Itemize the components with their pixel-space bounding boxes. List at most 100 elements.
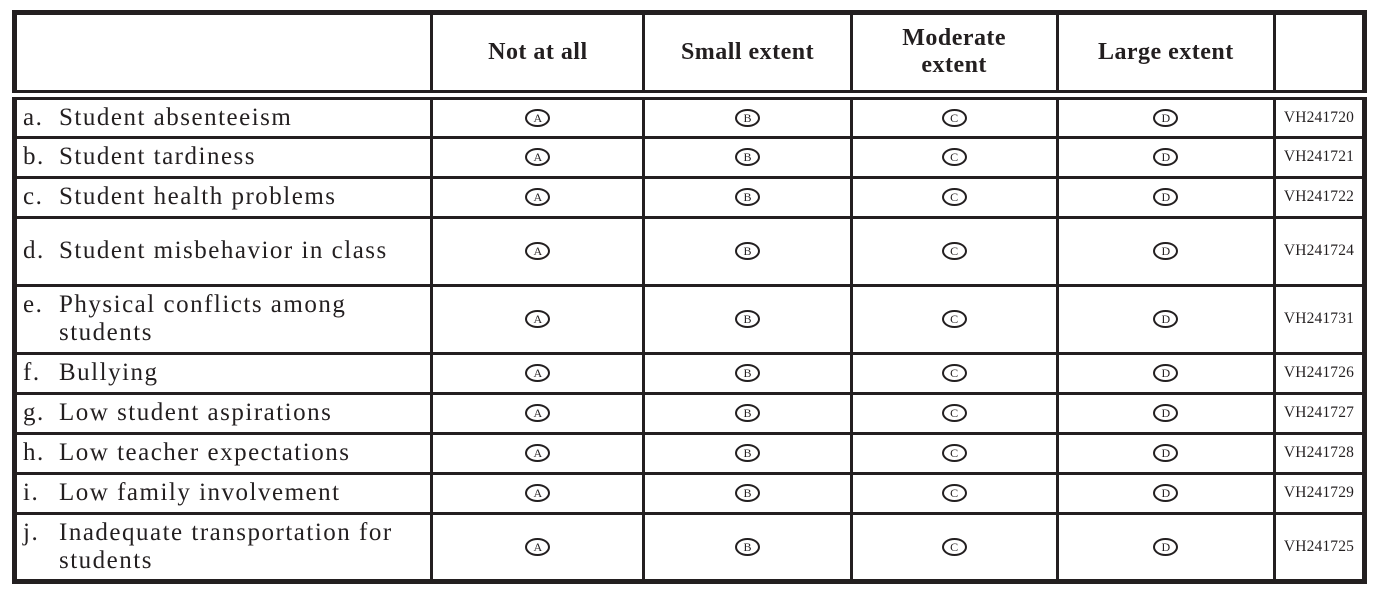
item-cell: a. Student absenteeism	[12, 93, 434, 139]
answer-bubble-d[interactable]: D	[1153, 404, 1179, 422]
item-letter: h.	[23, 439, 45, 466]
answer-bubble-a[interactable]: A	[525, 108, 551, 127]
answer-bubble-c[interactable]: C	[941, 484, 967, 502]
item-code: VH241722	[1272, 175, 1367, 219]
item-text: Student health problems	[59, 183, 337, 210]
answer-bubble-b[interactable]: B	[735, 484, 761, 502]
answer-bubble-a[interactable]: A	[525, 537, 551, 556]
answer-bubble-c[interactable]: C	[941, 364, 967, 382]
header-label: Large extent	[1097, 38, 1234, 65]
header-large-extent: Large extent	[1055, 11, 1276, 100]
option-cell-not-at-all: A	[430, 135, 646, 179]
header-not-at-all: Not at all	[430, 11, 646, 100]
item-cell: g. Low student aspirations	[12, 391, 434, 435]
answer-bubble-d[interactable]: D	[1153, 188, 1179, 206]
answer-bubble-c[interactable]: C	[941, 310, 967, 328]
option-cell-small-extent: B	[642, 283, 853, 355]
option-cell-not-at-all: A	[430, 215, 646, 287]
answer-bubble-a[interactable]: A	[525, 404, 551, 422]
option-cell-small-extent: B	[642, 93, 853, 139]
option-cell-small-extent: B	[642, 351, 853, 395]
answer-bubble-a[interactable]: A	[525, 444, 551, 462]
answer-bubble-b[interactable]: B	[735, 108, 761, 127]
item-code: VH241721	[1272, 135, 1367, 179]
survey-matrix-table: Not at all Small extent Moderate extent …	[12, 10, 1367, 584]
option-cell-large-extent: D	[1055, 175, 1276, 219]
answer-bubble-a[interactable]: A	[525, 310, 551, 328]
answer-bubble-b[interactable]: B	[735, 404, 761, 422]
answer-bubble-c[interactable]: C	[941, 404, 967, 422]
option-cell-small-extent: B	[642, 431, 853, 475]
answer-bubble-c[interactable]: C	[941, 108, 967, 127]
option-cell-moderate-extent: C	[849, 511, 1059, 583]
item-letter: e.	[23, 291, 44, 318]
option-cell-moderate-extent: C	[849, 93, 1059, 139]
option-cell-small-extent: B	[642, 391, 853, 435]
answer-bubble-b[interactable]: B	[735, 364, 761, 382]
answer-bubble-b[interactable]: B	[735, 537, 761, 556]
table-row-g: g. Low student aspirations A B C D VH241…	[12, 391, 1367, 435]
option-cell-large-extent: D	[1055, 135, 1276, 179]
header-code-column-blank	[1272, 11, 1367, 100]
option-cell-large-extent: D	[1055, 283, 1276, 355]
answer-bubble-d[interactable]: D	[1153, 148, 1179, 166]
item-text: Physical conflicts among students	[59, 291, 347, 346]
item-text: Low family involvement	[59, 479, 341, 506]
answer-bubble-d[interactable]: D	[1153, 310, 1179, 328]
answer-bubble-a[interactable]: A	[525, 148, 551, 166]
answer-bubble-b[interactable]: B	[735, 242, 761, 260]
header-moderate-extent: Moderate extent	[849, 11, 1059, 100]
answer-bubble-a[interactable]: A	[525, 484, 551, 502]
answer-bubble-c[interactable]: C	[941, 188, 967, 206]
option-cell-large-extent: D	[1055, 215, 1276, 287]
item-code: VH241720	[1272, 93, 1367, 139]
item-cell: h. Low teacher expectations	[12, 431, 434, 475]
table-row-a: a. Student absenteeism A B C D VH241720	[12, 93, 1367, 139]
table-row-f: f. Bullying A B C D VH241726	[12, 351, 1367, 395]
answer-bubble-d[interactable]: D	[1153, 242, 1179, 260]
table-row-c: c. Student health problems A B C D VH241…	[12, 175, 1367, 219]
answer-bubble-a[interactable]: A	[525, 188, 551, 206]
item-cell: f. Bullying	[12, 351, 434, 395]
item-code: VH241731	[1272, 283, 1367, 355]
answer-bubble-b[interactable]: B	[735, 310, 761, 328]
option-cell-moderate-extent: C	[849, 175, 1059, 219]
answer-bubble-c[interactable]: C	[941, 537, 967, 556]
option-cell-moderate-extent: C	[849, 215, 1059, 287]
item-cell: e. Physical conflicts among students	[12, 283, 434, 355]
item-code: VH241725	[1272, 511, 1367, 583]
option-cell-not-at-all: A	[430, 175, 646, 219]
answer-bubble-c[interactable]: C	[941, 444, 967, 462]
option-cell-moderate-extent: C	[849, 391, 1059, 435]
item-text: Student misbehavior in class	[59, 237, 388, 264]
item-letter: i.	[23, 479, 40, 506]
option-cell-not-at-all: A	[430, 283, 646, 355]
item-text: Student tardiness	[59, 143, 257, 170]
answer-bubble-b[interactable]: B	[735, 188, 761, 206]
item-text: Low teacher expectations	[59, 439, 351, 466]
item-text: Low student aspirations	[59, 399, 333, 426]
option-cell-not-at-all: A	[430, 471, 646, 515]
item-text: Inadequate transportation for students	[59, 518, 393, 574]
table-row-j: j. Inadequate transportation for student…	[12, 511, 1367, 583]
answer-bubble-b[interactable]: B	[735, 148, 761, 166]
option-cell-not-at-all: A	[430, 391, 646, 435]
header-small-extent: Small extent	[642, 11, 853, 100]
option-cell-moderate-extent: C	[849, 471, 1059, 515]
item-cell: i. Low family involvement	[12, 471, 434, 515]
option-cell-moderate-extent: C	[849, 283, 1059, 355]
option-cell-not-at-all: A	[430, 431, 646, 475]
answer-bubble-d[interactable]: D	[1153, 444, 1179, 462]
answer-bubble-b[interactable]: B	[735, 444, 761, 462]
item-text: Student absenteeism	[59, 103, 293, 131]
answer-bubble-a[interactable]: A	[525, 364, 551, 382]
option-cell-moderate-extent: C	[849, 351, 1059, 395]
answer-bubble-d[interactable]: D	[1153, 537, 1179, 556]
answer-bubble-c[interactable]: C	[941, 148, 967, 166]
answer-bubble-d[interactable]: D	[1153, 108, 1179, 127]
option-cell-large-extent: D	[1055, 431, 1276, 475]
answer-bubble-d[interactable]: D	[1153, 484, 1179, 502]
answer-bubble-c[interactable]: C	[941, 242, 967, 260]
answer-bubble-a[interactable]: A	[525, 242, 551, 260]
answer-bubble-d[interactable]: D	[1153, 364, 1179, 382]
